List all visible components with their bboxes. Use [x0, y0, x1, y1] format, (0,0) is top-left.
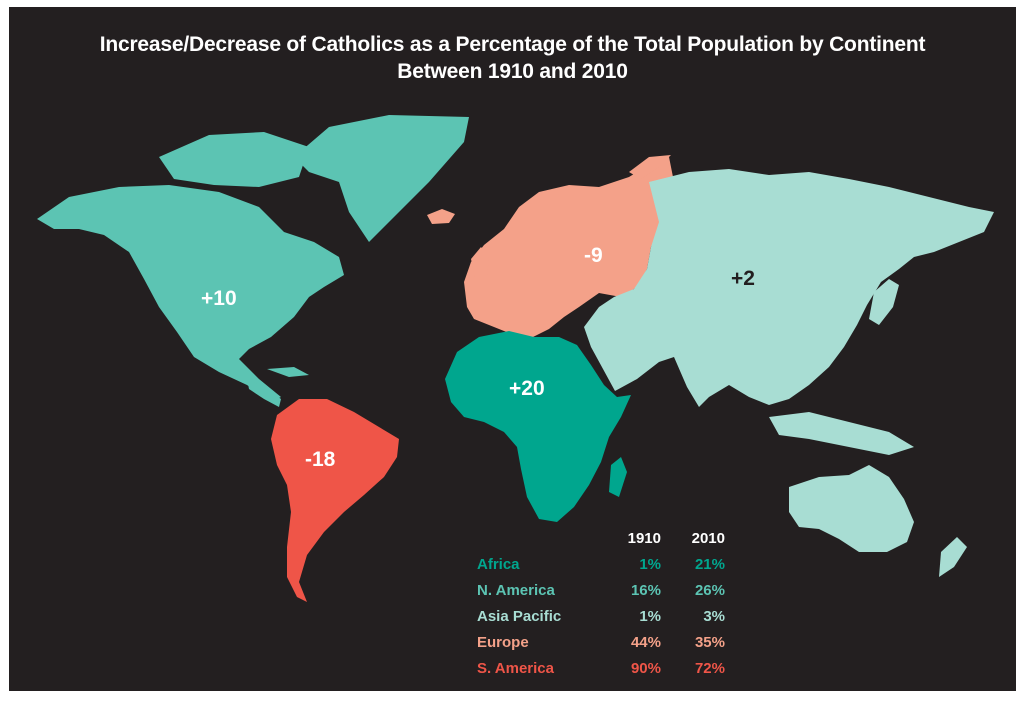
- legend-row-2010: 3%: [703, 607, 725, 625]
- region-madagascar: [609, 457, 627, 497]
- region-central-america: [247, 379, 281, 407]
- region-africa: [445, 331, 631, 522]
- title-line-1: Increase/Decrease of Catholics as a Perc…: [99, 33, 926, 56]
- label-south-america: -18: [305, 448, 336, 471]
- label-africa: +20: [509, 377, 545, 400]
- legend-row-1910: 1%: [639, 555, 661, 573]
- chart-title: Increase/Decrease of Catholics as a Perc…: [9, 31, 1016, 85]
- legend-row: Africa 1% 21%: [477, 551, 725, 577]
- legend-row-1910: 90%: [630, 659, 661, 677]
- region-novaya-zemlya: [629, 155, 671, 179]
- title-line-2: Between 1910 and 2010: [397, 60, 628, 83]
- legend-row-1910: 44%: [630, 633, 661, 651]
- legend-row-name: N. America: [477, 581, 555, 599]
- region-arctic-islands: [159, 132, 309, 187]
- legend-row-name: S. America: [477, 659, 554, 677]
- world-map: +10 -9 +2 +20 -18: [37, 115, 994, 602]
- region-australia: [789, 465, 914, 552]
- legend-row-1910: 16%: [630, 581, 661, 599]
- region-new-zealand: [939, 537, 967, 577]
- legend-row-2010: 35%: [694, 633, 725, 651]
- legend-row-1910: 1%: [639, 607, 661, 625]
- region-uk: [471, 247, 489, 277]
- legend-row-name: Africa: [477, 555, 520, 573]
- legend-table: 1910 2010 Africa 1% 21% N. America 16% 2…: [477, 525, 725, 681]
- legend-row-name: Europe: [477, 633, 529, 651]
- legend-header-spacer: [477, 525, 607, 551]
- region-japan: [869, 279, 899, 325]
- region-asia: [584, 169, 994, 407]
- region-north-america: [37, 185, 344, 402]
- legend-row-2010: 26%: [694, 581, 725, 599]
- legend-header-1910: 1910: [627, 529, 661, 547]
- legend-row-name: Asia Pacific: [477, 607, 562, 625]
- region-south-america: [271, 399, 399, 602]
- region-se-asia-islands: [769, 412, 914, 455]
- label-asia-pacific: +2: [731, 267, 755, 290]
- label-north-america: +10: [201, 287, 237, 310]
- legend-row: N. America 16% 26%: [477, 577, 725, 603]
- region-europe: [464, 157, 674, 339]
- legend-row-2010: 21%: [694, 555, 725, 573]
- legend-row-2010: 72%: [694, 659, 725, 677]
- legend-header-row: 1910 2010: [477, 525, 725, 551]
- label-europe: -9: [584, 244, 603, 267]
- region-greenland: [294, 115, 469, 242]
- legend-header-2010: 2010: [691, 529, 725, 547]
- legend-row: S. America 90% 72%: [477, 655, 725, 681]
- legend-row: Europe 44% 35%: [477, 629, 725, 655]
- region-caribbean: [267, 367, 309, 377]
- region-iceland: [427, 209, 455, 224]
- legend-row: Asia Pacific 1% 3%: [477, 603, 725, 629]
- map-frame: Increase/Decrease of Catholics as a Perc…: [9, 7, 1016, 691]
